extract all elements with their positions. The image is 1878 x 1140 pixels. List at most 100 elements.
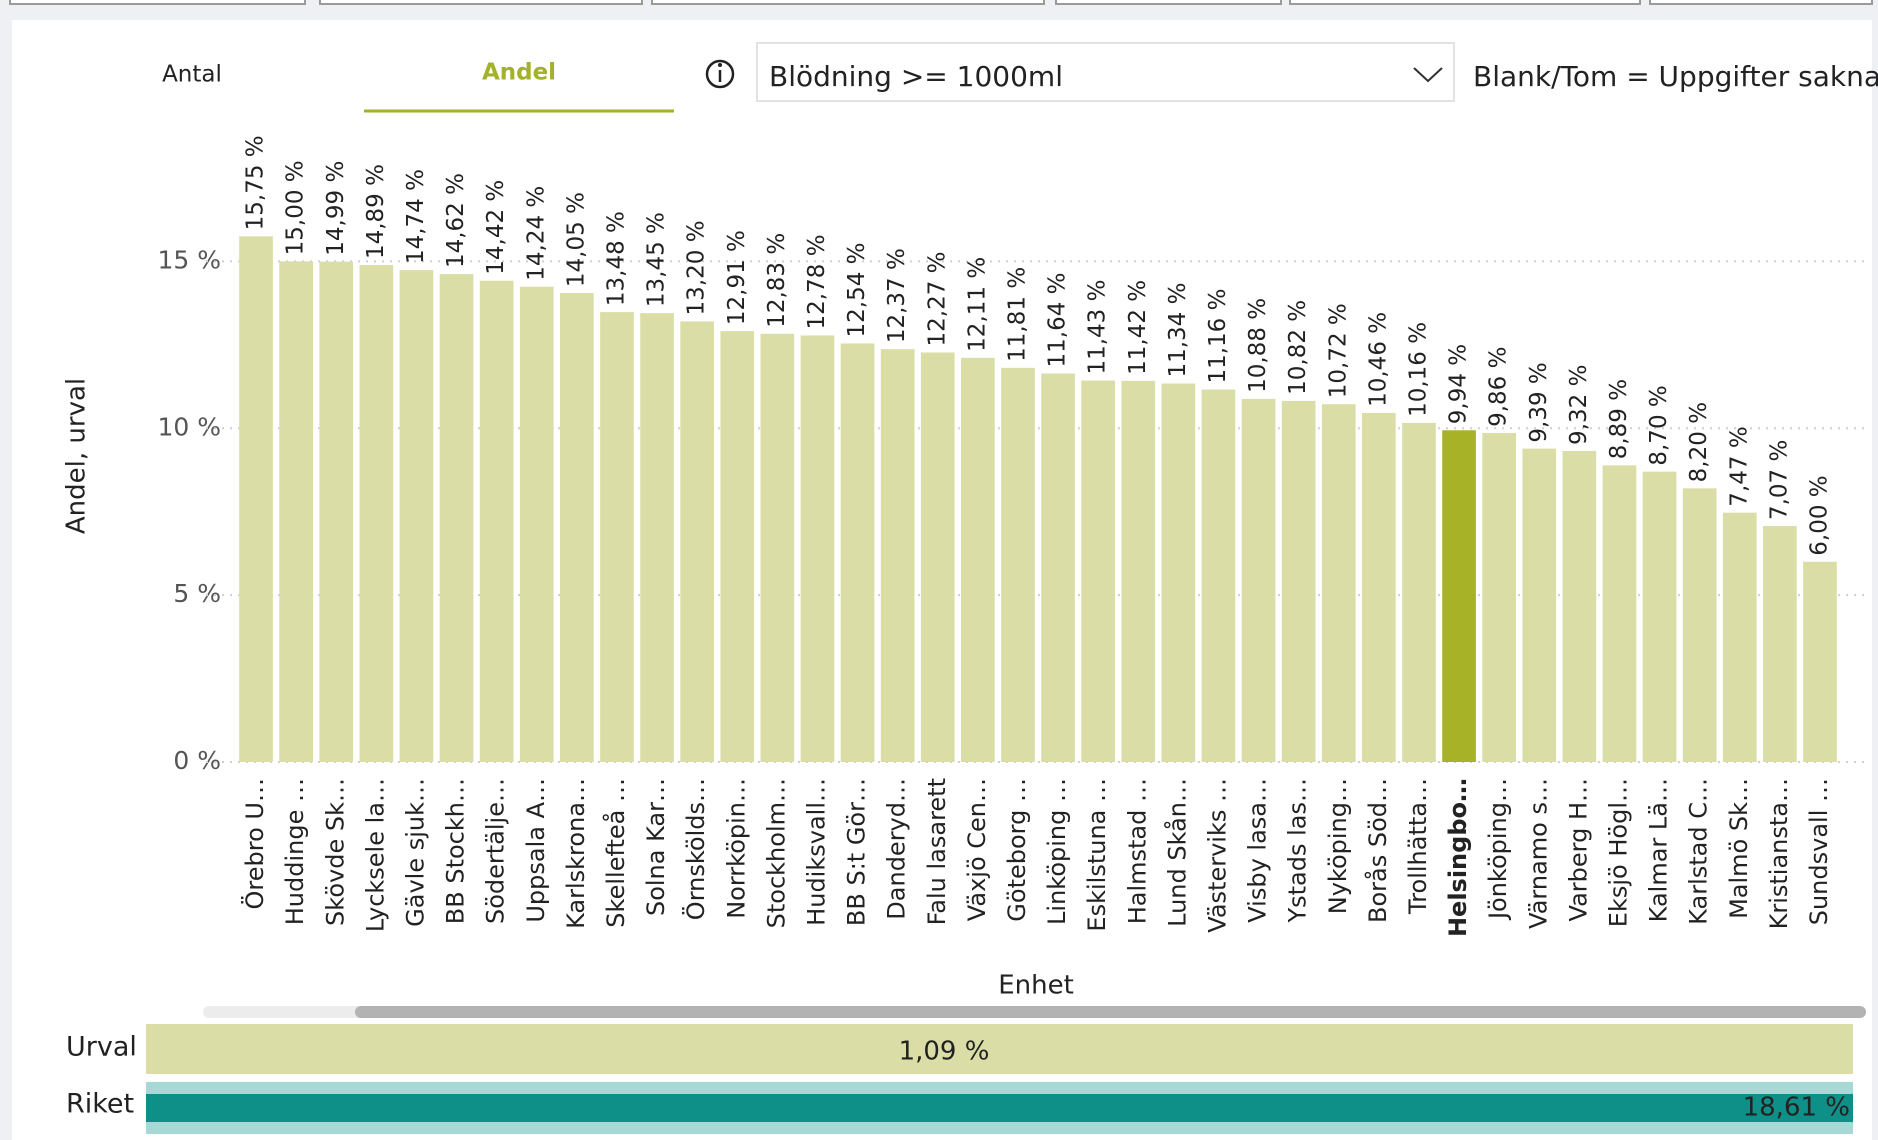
x-tick-label: Linköping … bbox=[1043, 778, 1071, 925]
x-tick-label: Trollhätta… bbox=[1404, 778, 1432, 915]
x-tick-label: Solna Kar… bbox=[642, 778, 670, 916]
data-label: 9,86 % bbox=[1486, 347, 1512, 427]
bar bbox=[1321, 404, 1356, 762]
bar bbox=[961, 357, 995, 762]
data-label: 12,37 % bbox=[884, 248, 910, 343]
data-label: 12,83 % bbox=[764, 233, 790, 328]
data-label: 10,46 % bbox=[1365, 312, 1391, 407]
data-label: 12,27 % bbox=[924, 251, 950, 346]
x-tick-label: BB Stockh… bbox=[442, 778, 470, 924]
x-tick-label: Uppsala A… bbox=[522, 778, 550, 923]
bar bbox=[399, 270, 434, 762]
data-label: 7,07 % bbox=[1766, 440, 1792, 520]
x-tick-label: Borås Söd… bbox=[1363, 778, 1392, 923]
x-tick-label: Huddinge … bbox=[281, 778, 309, 925]
x-tick-label: Göteborg … bbox=[1003, 778, 1031, 922]
data-label: 14,05 % bbox=[563, 192, 589, 287]
data-label: 14,89 % bbox=[363, 164, 389, 259]
bar bbox=[880, 349, 915, 762]
x-tick-label: Hudiksvall… bbox=[802, 778, 830, 926]
bar bbox=[1682, 488, 1717, 762]
data-label: 9,94 % bbox=[1446, 344, 1472, 424]
x-tick-label: Örnskölds… bbox=[681, 778, 710, 920]
data-label: 11,34 % bbox=[1165, 283, 1191, 378]
x-tick-label: Värnamo s… bbox=[1524, 778, 1552, 929]
x-tick-label: Gävle sjuk… bbox=[401, 778, 429, 927]
x-axis-label: Enhet bbox=[998, 971, 1074, 1001]
x-tick-label: Stockholm… bbox=[762, 778, 790, 928]
bar bbox=[439, 274, 474, 762]
data-label: 12,11 % bbox=[964, 257, 990, 352]
bar bbox=[1161, 383, 1196, 762]
data-label: 13,20 % bbox=[684, 220, 710, 315]
x-tick-label: Varberg H… bbox=[1564, 778, 1592, 921]
dropdown[interactable] bbox=[756, 42, 1455, 102]
bar bbox=[560, 293, 594, 762]
bar bbox=[1722, 512, 1757, 762]
scrollbar-thumb[interactable] bbox=[355, 1006, 1866, 1018]
tab-active[interactable]: Andel bbox=[482, 60, 556, 86]
x-tick-label: Växjö Cen… bbox=[963, 778, 991, 921]
bar bbox=[680, 321, 714, 762]
data-label: 12,54 % bbox=[844, 242, 870, 337]
tab[interactable]: Antal bbox=[162, 62, 222, 88]
bar bbox=[1041, 373, 1075, 762]
bar bbox=[1362, 412, 1396, 762]
info-icon[interactable] bbox=[705, 59, 735, 89]
data-label: 12,78 % bbox=[804, 234, 830, 329]
bar bbox=[640, 313, 674, 762]
bar bbox=[479, 280, 514, 762]
data-label: 13,45 % bbox=[644, 212, 670, 307]
data-label: 14,42 % bbox=[483, 180, 509, 275]
x-tick-label: Kristiansta… bbox=[1765, 778, 1793, 929]
x-tick-label: Lycksele la… bbox=[361, 778, 389, 932]
x-tick-label: Lund Skån… bbox=[1162, 778, 1191, 927]
data-label: 15,75 % bbox=[243, 135, 269, 230]
bar bbox=[1442, 430, 1476, 762]
data-label: 11,81 % bbox=[1004, 267, 1030, 362]
dropdown-value: Blödning >= 1000ml bbox=[769, 60, 1063, 93]
bar bbox=[920, 352, 955, 762]
bar bbox=[1482, 432, 1516, 762]
bar bbox=[1522, 448, 1557, 762]
bar bbox=[760, 333, 795, 762]
data-label: 10,72 % bbox=[1325, 303, 1351, 398]
data-label: 15,00 % bbox=[283, 160, 309, 255]
x-tick-label: Visby lasa… bbox=[1244, 778, 1272, 923]
x-tick-label: Skellefteå … bbox=[601, 778, 630, 928]
data-label: 14,24 % bbox=[523, 186, 549, 281]
x-tick-label: Halmstad … bbox=[1123, 778, 1151, 924]
summary-value: 1,09 % bbox=[899, 1037, 990, 1067]
data-label: 8,70 % bbox=[1646, 385, 1672, 465]
bar bbox=[1642, 471, 1677, 762]
data-label: 14,99 % bbox=[323, 161, 349, 256]
x-tick-label: Danderyd… bbox=[883, 778, 911, 920]
data-label: 11,64 % bbox=[1045, 272, 1071, 367]
x-tick-label: Eskilstuna … bbox=[1083, 778, 1111, 932]
x-tick-label: Helsingbo… bbox=[1444, 778, 1472, 937]
data-label: 14,74 % bbox=[403, 169, 429, 264]
x-tick-label: BB S:t Gör… bbox=[843, 778, 871, 926]
x-tick-label: Eksjö Högl… bbox=[1604, 778, 1632, 927]
bar bbox=[800, 335, 835, 762]
bar bbox=[1602, 465, 1637, 762]
bar bbox=[1241, 398, 1276, 762]
x-tick-label: Ystads las… bbox=[1284, 778, 1312, 924]
top-buttons bbox=[9, 0, 1873, 5]
bar bbox=[239, 236, 273, 762]
bar bbox=[1281, 400, 1316, 762]
x-tick-label: Skövde Sk… bbox=[321, 778, 349, 926]
y-tick-label: 0 % bbox=[173, 746, 221, 775]
summary-label: Riket bbox=[66, 1089, 134, 1120]
bar bbox=[1201, 389, 1236, 762]
bar bbox=[720, 331, 755, 762]
y-tick-label: 5 % bbox=[173, 579, 221, 608]
data-label: 11,43 % bbox=[1085, 280, 1111, 375]
x-tick-label: Nyköping… bbox=[1324, 778, 1352, 914]
data-label: 12,91 % bbox=[724, 230, 750, 325]
bar bbox=[1562, 450, 1597, 762]
y-tick-label: 10 % bbox=[157, 412, 221, 441]
bar bbox=[840, 343, 875, 762]
data-label: 8,20 % bbox=[1686, 402, 1712, 482]
